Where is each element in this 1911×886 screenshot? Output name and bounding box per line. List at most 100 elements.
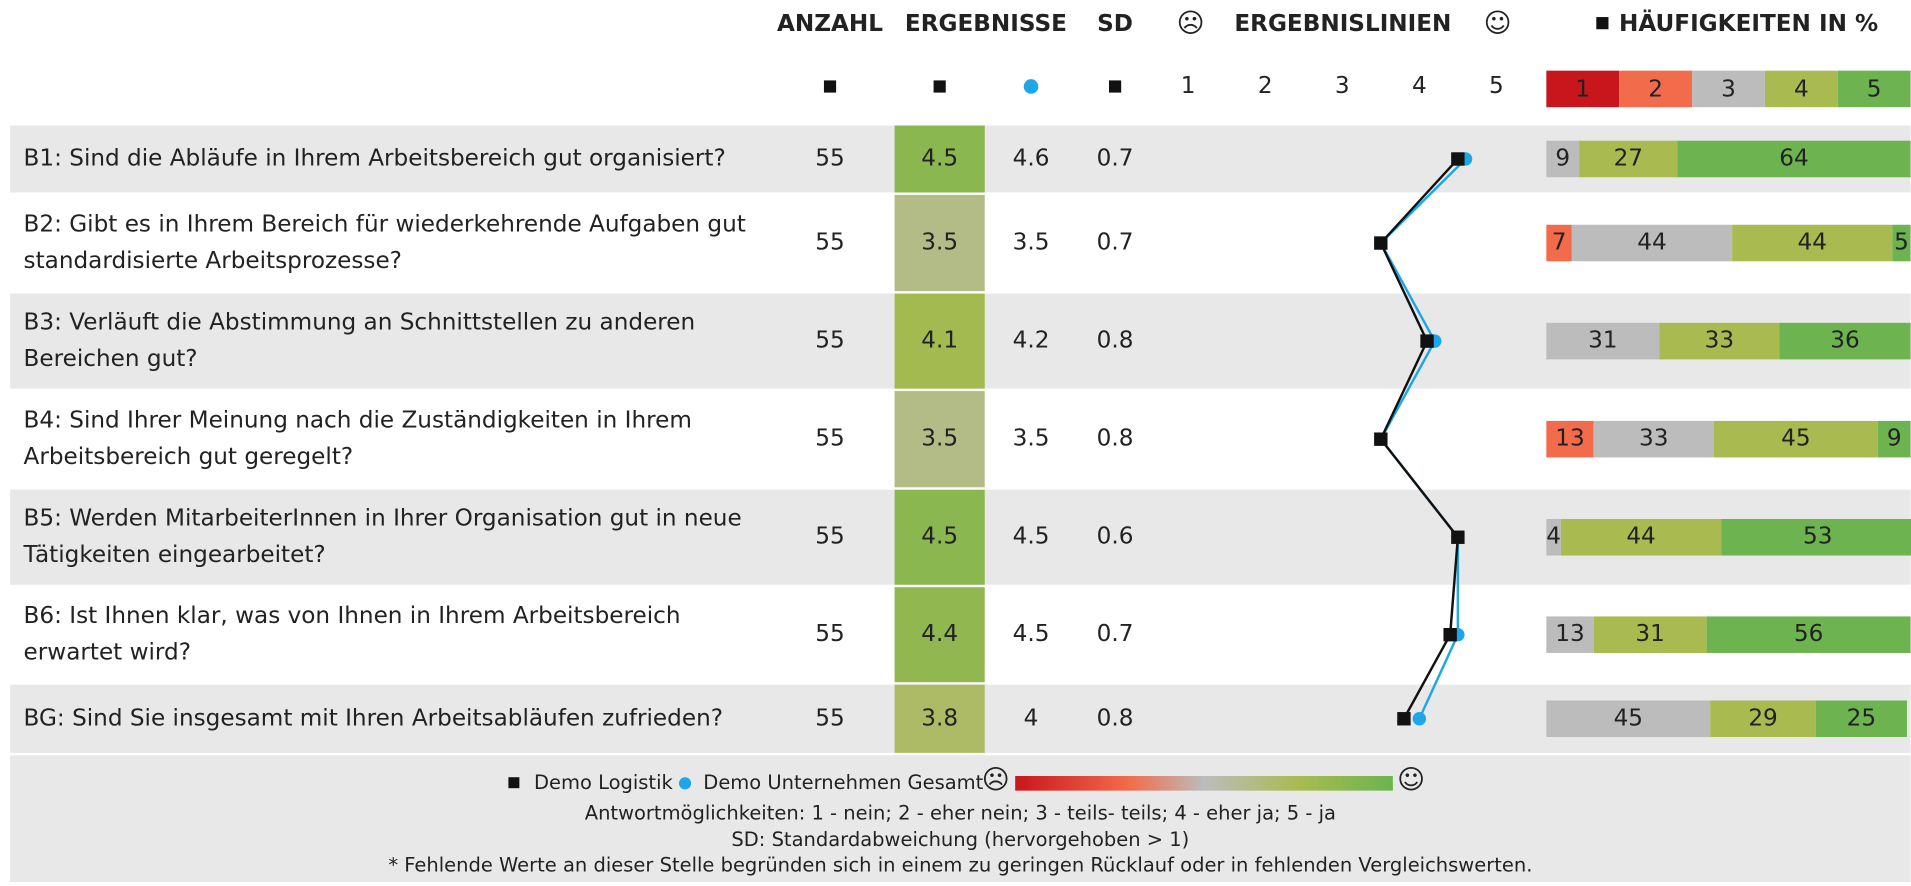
result: 3.8: [921, 705, 958, 731]
question: BG: Sind Sie insgesamt mit Ihren Arbeits…: [24, 705, 723, 731]
company-result: 3.5: [1013, 426, 1050, 452]
freq-bar: [1546, 140, 1580, 178]
scale-label: 3: [1335, 73, 1350, 99]
freq-bar: [1571, 224, 1733, 262]
freq-bar: [1546, 700, 1711, 738]
result: 4.5: [921, 524, 958, 550]
result-cell: [894, 489, 985, 585]
sd: 0.8: [1097, 705, 1134, 731]
company-result: 3.5: [1013, 230, 1050, 256]
freq-bar: [1677, 140, 1911, 178]
scale-label: 4: [1412, 73, 1427, 99]
freq-bar: [1721, 518, 1911, 556]
count: 55: [815, 426, 844, 452]
freq-label: 33: [1705, 328, 1734, 354]
result: 3.5: [921, 230, 958, 256]
scale-label: 2: [1258, 73, 1273, 99]
scale-label: 5: [1489, 73, 1504, 99]
freq-bar: [1732, 224, 1893, 262]
question: Arbeitsbereich gut geregelt?: [24, 444, 354, 470]
count: 55: [815, 328, 844, 354]
freq-label: 9: [1555, 145, 1570, 171]
legend-icon: [678, 777, 692, 790]
scale-label: 1: [1181, 73, 1196, 99]
freq-legend-box: [1692, 70, 1765, 108]
freq-bar: [1593, 420, 1714, 458]
freq-bar: [1659, 322, 1780, 360]
company-point: [1412, 712, 1427, 726]
freq-bar: [1546, 518, 1561, 556]
result-point: [1397, 712, 1411, 726]
icon: [933, 80, 946, 93]
freq-legend-label: 4: [1794, 77, 1809, 103]
result-cell: [894, 194, 985, 292]
freq-label: 25: [1847, 705, 1876, 731]
sd: 0.7: [1097, 145, 1134, 171]
result-point: [1443, 627, 1457, 642]
freq-label: 29: [1748, 705, 1777, 731]
result-cell: [894, 293, 985, 389]
freq-bar: [1546, 224, 1572, 262]
freq-label: 45: [1614, 705, 1643, 731]
question: standardisierte Arbeitsprozesse?: [24, 248, 402, 274]
freq-label: 13: [1555, 621, 1584, 647]
count: 55: [815, 145, 844, 171]
question: B6: Ist Ihnen klar, was von Ihnen in Ihr…: [24, 603, 681, 629]
freq-legend-label: 3: [1721, 77, 1736, 103]
freq-label: 44: [1626, 524, 1655, 550]
freq-label: 56: [1794, 621, 1823, 647]
legend-label: Demo Unternehmen Gesamt: [703, 771, 983, 794]
count: 55: [815, 705, 844, 731]
result: 4.5: [921, 145, 958, 171]
freq-bar: [1546, 616, 1594, 653]
question: B1: Sind die Abläufe in Ihrem Arbeitsber…: [24, 145, 726, 171]
freq-legend-box: [1764, 70, 1838, 108]
freq-legend-label: 1: [1575, 77, 1590, 103]
freq-label: 64: [1779, 145, 1808, 171]
freq-legend-box: [1837, 70, 1911, 108]
freq-label: 44: [1637, 230, 1666, 256]
freq-label: 36: [1830, 328, 1859, 354]
freq-label: 53: [1803, 524, 1832, 550]
question: Bereichen gut?: [24, 346, 198, 372]
result-point: [1420, 334, 1434, 348]
freq-bar: [1892, 224, 1911, 262]
freq-bar: [1710, 700, 1816, 738]
note: Antwortmöglichkeiten: 1 - nein; 2 - eher…: [585, 801, 1336, 824]
freq-legend-box: [1619, 70, 1693, 108]
freq-bar: [1546, 420, 1594, 458]
result-point: [1451, 530, 1465, 544]
result-point: [1374, 432, 1388, 446]
sd: 0.7: [1097, 230, 1134, 256]
result-cell: [894, 587, 985, 683]
freq-bar: [1779, 322, 1911, 360]
freq-label: 13: [1555, 426, 1584, 452]
icon: [1596, 17, 1609, 30]
gradient-legend: [1015, 776, 1393, 791]
freq-bar: [1579, 140, 1678, 178]
col-header: ERGEBNISLINIEN: [1234, 11, 1451, 37]
sad-icon: ☹: [1177, 8, 1205, 39]
count: 55: [815, 621, 844, 647]
freq-bar: [1593, 616, 1707, 653]
company-result: 4.5: [1013, 524, 1050, 550]
note: * Fehlende Werte an dieser Stelle begrün…: [388, 854, 1532, 877]
result-cell: [894, 125, 985, 193]
result-point: [1374, 236, 1388, 250]
icon: [1108, 80, 1122, 93]
sad-icon: ☹: [982, 764, 1010, 795]
sd: 0.6: [1097, 524, 1134, 550]
freq-label: 44: [1798, 230, 1827, 256]
freq-bar: [1560, 518, 1722, 556]
question: erwartet wird?: [24, 639, 191, 665]
happy-icon: ☺: [1397, 764, 1425, 795]
freq-bar: [1706, 616, 1911, 653]
freq-label: 31: [1635, 621, 1664, 647]
result: 3.5: [921, 426, 958, 452]
freq-bar: [1713, 420, 1878, 458]
sd: 0.8: [1097, 426, 1134, 452]
legend-icon: [508, 777, 520, 789]
icon: [823, 80, 837, 93]
question: B4: Sind Ihrer Meinung nach die Zuständi…: [24, 407, 692, 433]
